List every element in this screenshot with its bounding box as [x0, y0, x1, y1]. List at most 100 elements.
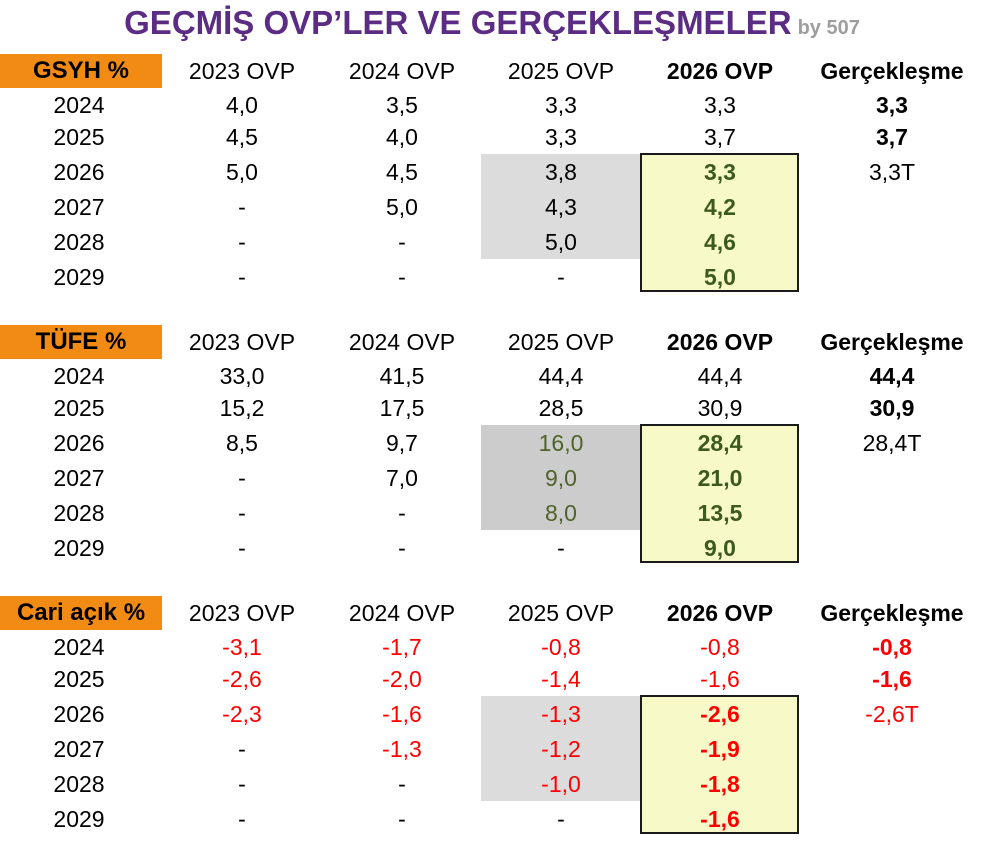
- table-cell: 44,4: [697, 362, 743, 389]
- column-header: 2024 OVP: [348, 57, 456, 84]
- table-cell: -1,3: [541, 700, 581, 727]
- table-cell: -1,8: [700, 770, 740, 797]
- row-year: 2027: [53, 464, 105, 491]
- table-cell: -: [557, 263, 565, 290]
- table-cell: 3,3: [704, 91, 736, 118]
- table-cell: 28,5: [538, 394, 584, 421]
- column-header: 2025 OVP: [507, 57, 615, 84]
- table-cell: -: [238, 805, 246, 832]
- row-year: 2026: [53, 700, 105, 727]
- table-cell: -1,6: [700, 805, 740, 832]
- table-cell: 3,3T: [868, 158, 916, 185]
- table-cell: -1,6: [382, 700, 422, 727]
- table-cell: -2,6: [700, 700, 740, 727]
- section-label: GSYH %: [0, 54, 162, 88]
- table-cell: -1,7: [382, 633, 422, 660]
- table-cell: -: [398, 263, 406, 290]
- shade-2025-ovp: [481, 425, 641, 530]
- table-cell: -: [238, 735, 246, 762]
- section-label: Cari açık %: [0, 596, 162, 630]
- highlight-2026-ovp: [640, 153, 799, 292]
- table-cell: 3,7: [704, 123, 736, 150]
- table-cell: -1,0: [541, 770, 581, 797]
- table-cell: 8,5: [226, 429, 258, 456]
- table-cell: -2,6: [222, 665, 262, 692]
- column-header: 2024 OVP: [348, 599, 456, 626]
- table-cell: -: [238, 770, 246, 797]
- table-cell: 5,0: [226, 158, 258, 185]
- column-header: 2023 OVP: [188, 328, 296, 355]
- table-cell: -: [238, 228, 246, 255]
- row-year: 2029: [53, 263, 105, 290]
- row-year: 2026: [53, 158, 105, 185]
- section-tufe: TÜFE % 2023 OVP 2024 OVP 2025 OVP 2026 O…: [0, 325, 984, 572]
- table-cell: 41,5: [379, 362, 425, 389]
- table-cell: 5,0: [386, 193, 418, 220]
- table-cell: 9,0: [545, 464, 577, 491]
- table-cell: 28,4: [697, 429, 743, 456]
- table-cell: -1,6: [872, 665, 912, 692]
- table-cell: 15,2: [219, 394, 265, 421]
- row-year: 2026: [53, 429, 105, 456]
- table-cell: -2,0: [382, 665, 422, 692]
- table-cell: -0,8: [700, 633, 740, 660]
- page-title: GEÇMİŞ OVP’LER VE GERÇEKLEŞMELER by 507: [0, 4, 984, 42]
- table-cell: 44,4: [538, 362, 584, 389]
- table-cell: -: [398, 534, 406, 561]
- table-cell: 21,0: [697, 464, 743, 491]
- table-cell: 3,8: [545, 158, 577, 185]
- table-cell: -: [557, 805, 565, 832]
- table-cell: 3,3: [704, 158, 736, 185]
- title-by: by 507: [797, 17, 860, 39]
- table-cell: 4,5: [226, 123, 258, 150]
- table-cell: 8,0: [545, 499, 577, 526]
- table-cell: -: [398, 805, 406, 832]
- table-cell: -: [238, 193, 246, 220]
- table-cell: 4,6: [704, 228, 736, 255]
- shade-2025-ovp: [481, 154, 641, 259]
- table-cell: 3,7: [876, 123, 908, 150]
- column-header: 2025 OVP: [507, 599, 615, 626]
- table-cell: -3,1: [222, 633, 262, 660]
- table-cell: 3,3: [545, 123, 577, 150]
- section-label: TÜFE %: [0, 325, 162, 359]
- row-year: 2029: [53, 534, 105, 561]
- row-year: 2025: [53, 394, 105, 421]
- table-cell: -: [238, 263, 246, 290]
- table-cell: -2,6T: [865, 700, 919, 727]
- row-year: 2025: [53, 665, 105, 692]
- table-cell: 30,9: [869, 394, 915, 421]
- table-cell: 5,0: [545, 228, 577, 255]
- table-cell: -1,4: [541, 665, 581, 692]
- table-cell: -: [398, 228, 406, 255]
- title-main: GEÇMİŞ OVP’LER VE GERÇEKLEŞMELER: [124, 4, 792, 41]
- table-cell: -: [557, 534, 565, 561]
- table-cell: -: [238, 534, 246, 561]
- column-header: 2023 OVP: [188, 57, 296, 84]
- column-header: Gerçekleşme: [820, 599, 964, 626]
- table-cell: -: [238, 499, 246, 526]
- column-header: Gerçekleşme: [820, 328, 964, 355]
- table-cell: 13,5: [697, 499, 743, 526]
- table-cell: 3,3: [545, 91, 577, 118]
- column-header: 2026 OVP: [666, 599, 774, 626]
- table-cell: 4,5: [386, 158, 418, 185]
- table-cell: -: [398, 770, 406, 797]
- row-year: 2024: [53, 91, 105, 118]
- column-header: 2025 OVP: [507, 328, 615, 355]
- table-cell: -: [238, 464, 246, 491]
- row-year: 2024: [53, 362, 105, 389]
- table-cell: 33,0: [219, 362, 265, 389]
- table-cell: 16,0: [538, 429, 584, 456]
- table-cell: 4,0: [386, 123, 418, 150]
- column-header: 2026 OVP: [666, 328, 774, 355]
- table-cell: 3,3: [876, 91, 908, 118]
- column-header: 2026 OVP: [666, 57, 774, 84]
- column-header: 2024 OVP: [348, 328, 456, 355]
- column-header: 2023 OVP: [188, 599, 296, 626]
- table-cell: 17,5: [379, 394, 425, 421]
- table-cell: 5,0: [704, 263, 736, 290]
- table-cell: -1,2: [541, 735, 581, 762]
- highlight-2026-ovp: [640, 695, 799, 834]
- row-year: 2027: [53, 193, 105, 220]
